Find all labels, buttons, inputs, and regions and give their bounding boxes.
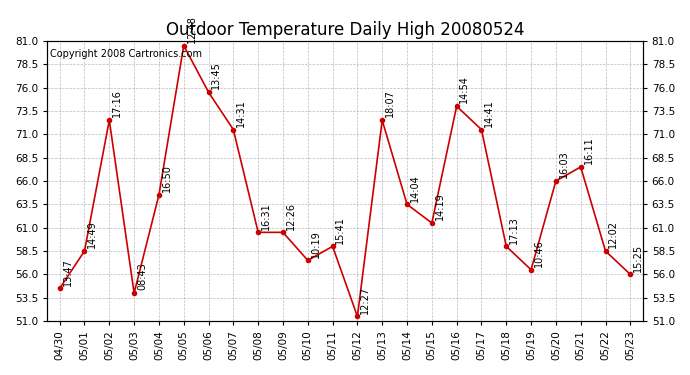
- Text: 10:19: 10:19: [310, 230, 321, 258]
- Text: 16:03: 16:03: [559, 150, 569, 178]
- Text: 12:48: 12:48: [186, 15, 197, 43]
- Text: 14:31: 14:31: [236, 99, 246, 127]
- Text: 14:04: 14:04: [410, 174, 420, 201]
- Title: Outdoor Temperature Daily High 20080524: Outdoor Temperature Daily High 20080524: [166, 21, 524, 39]
- Text: 12:27: 12:27: [360, 285, 370, 314]
- Text: 12:02: 12:02: [609, 220, 618, 248]
- Text: 16:11: 16:11: [584, 136, 593, 164]
- Text: 18:07: 18:07: [385, 90, 395, 117]
- Text: 14:49: 14:49: [87, 220, 97, 248]
- Text: 14:54: 14:54: [460, 76, 469, 104]
- Text: 08:43: 08:43: [137, 262, 147, 290]
- Text: 14:41: 14:41: [484, 99, 494, 127]
- Text: 13:45: 13:45: [211, 62, 221, 90]
- Text: 16:50: 16:50: [161, 164, 172, 192]
- Text: 14:19: 14:19: [435, 192, 444, 220]
- Text: 15:25: 15:25: [633, 243, 643, 272]
- Text: 17:16: 17:16: [112, 90, 122, 117]
- Text: Copyright 2008 Cartronics.com: Copyright 2008 Cartronics.com: [50, 49, 202, 59]
- Text: 12:26: 12:26: [286, 202, 296, 229]
- Text: 15:41: 15:41: [335, 216, 346, 244]
- Text: 10:46: 10:46: [534, 239, 544, 267]
- Text: 16:31: 16:31: [261, 202, 271, 229]
- Text: 13:47: 13:47: [63, 258, 72, 286]
- Text: 17:13: 17:13: [509, 216, 519, 244]
